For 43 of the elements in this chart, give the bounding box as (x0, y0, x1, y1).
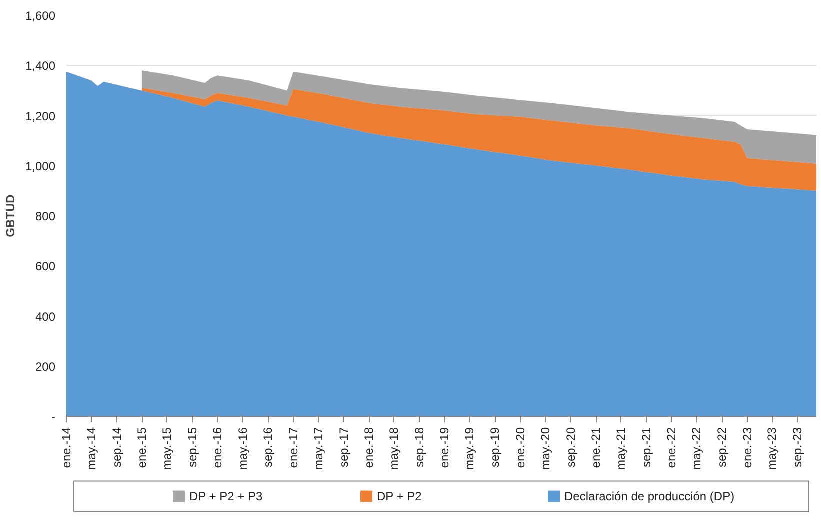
y-tick-label: 1,000 (25, 159, 56, 174)
x-tick-label: ene.-14 (60, 427, 74, 468)
y-tick-label: 400 (35, 310, 56, 324)
y-tick-label: 800 (35, 210, 56, 224)
y-tick-label: 200 (35, 360, 56, 374)
y-tick-label: - (52, 410, 56, 424)
x-tick-label: sep.-20 (564, 427, 578, 468)
x-tick-label: sep.-14 (110, 427, 124, 468)
y-tick-label: 1,600 (25, 9, 56, 23)
legend-label: Declaración de producción (DP) (564, 490, 735, 504)
y-tick-label: 1,200 (25, 109, 56, 124)
legend-label: DP + P2 (377, 490, 422, 504)
x-tick-label: ene.-21 (589, 427, 604, 468)
y-tick-label: 1,400 (25, 59, 56, 74)
x-tick-label: may.-15 (160, 427, 174, 470)
x-tick-label: ene.-20 (513, 427, 528, 468)
x-tick-label: ene.-15 (135, 427, 150, 468)
x-tick-label: ene.-19 (438, 427, 452, 468)
x-tick-label: sep.-18 (412, 427, 426, 468)
x-tick-label: may.-23 (765, 427, 780, 470)
y-axis-title: GBTUD (3, 194, 18, 238)
x-tick-label: sep.-19 (488, 427, 502, 468)
x-tick-label: ene.-23 (740, 427, 754, 468)
x-tick-label: sep.-21 (639, 427, 654, 468)
x-tick-label: ene.-22 (664, 427, 679, 468)
x-tick-label: sep.-23 (790, 427, 805, 468)
x-tick-label: may.-22 (690, 427, 704, 470)
x-tick-label: may.-16 (236, 427, 250, 470)
x-tick-label: sep.-22 (715, 427, 730, 468)
x-tick-label: ene.-16 (210, 427, 225, 468)
x-tick-label: sep.-17 (336, 427, 351, 468)
x-tick-label: may.-20 (538, 427, 552, 470)
y-tick-label: 600 (35, 260, 56, 274)
x-tick-label: may.-19 (462, 427, 477, 470)
x-tick-label: may.-17 (311, 427, 326, 470)
x-tick-label: ene.-17 (286, 427, 301, 468)
legend-label: DP + P2 + P3 (190, 490, 263, 504)
x-tick-label: may.-14 (84, 427, 98, 470)
x-tick-label: sep.-15 (185, 427, 200, 468)
x-tick-label: sep.-16 (261, 427, 276, 468)
x-tick-label: may.-21 (614, 427, 628, 470)
x-tick-label: may.-18 (386, 427, 401, 470)
x-tick-label: ene.-18 (362, 427, 376, 468)
